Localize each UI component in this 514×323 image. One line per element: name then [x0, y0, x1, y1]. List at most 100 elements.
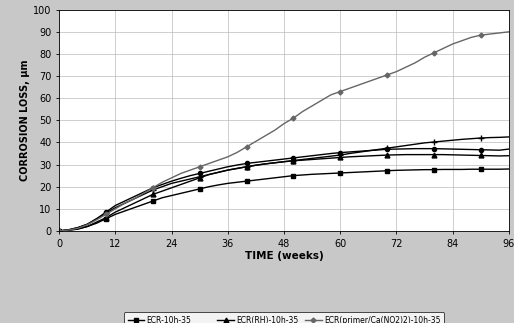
- ECR(HY)-10h-35: [65, 228, 71, 232]
- ECR(RH)-10h-35: [318, 157, 324, 161]
- ECR(primer/Ca(NO2)2)-10h-35: [253, 140, 259, 143]
- ECR(RH)-10h-35: [328, 156, 334, 160]
- ECR(primer/Ca(NO2)2)-10h-35: [384, 73, 390, 77]
- ECR(primer/Ca(NO2)2)-10h-35: [94, 218, 100, 222]
- ECR(DCI)-10h-35: [112, 206, 118, 210]
- ECR(HY)-10h-35: [103, 210, 109, 214]
- ECR-10h-35: [84, 224, 90, 228]
- ECR-10h-35: [412, 168, 418, 172]
- ECR(HY)-10h-35: [159, 182, 166, 186]
- X-axis label: TIME (weeks): TIME (weeks): [245, 251, 323, 261]
- Legend: ECR-10h-35, ECR(DCI)-10h-35, ECR(RH)-10h-35, ECR(HY)-10h-35, ECR(primer/Ca(NO2)2: ECR-10h-35, ECR(DCI)-10h-35, ECR(RH)-10h…: [124, 312, 444, 323]
- ECR(primer/Ca(NO2)2)-10h-35: [271, 128, 278, 132]
- ECR(RH)-10h-35: [271, 161, 278, 165]
- ECR-10h-35: [318, 172, 324, 176]
- ECR(HY)-10h-35: [206, 169, 212, 173]
- ECR-10h-35: [225, 182, 231, 185]
- ECR(primer/Ca(NO2)2)-10h-35: [356, 83, 362, 87]
- ECR(RH)-10h-35: [384, 153, 390, 157]
- ECR(DCI)-10h-35: [318, 155, 324, 159]
- ECR(RH)-10h-35: [281, 160, 287, 164]
- ECR(DCI)-10h-35: [375, 148, 381, 151]
- ECR(DCI)-10h-35: [65, 228, 71, 232]
- ECR(HY)-10h-35: [187, 174, 193, 178]
- ECR(primer/Ca(NO2)2)-10h-35: [262, 134, 268, 138]
- ECR(HY)-10h-35: [131, 195, 137, 199]
- ECR(DCI)-10h-35: [440, 139, 446, 143]
- ECR(HY)-10h-35: [356, 149, 362, 153]
- ECR(HY)-10h-35: [94, 217, 100, 221]
- ECR(RH)-10h-35: [244, 165, 250, 169]
- ECR(DCI)-10h-35: [309, 156, 315, 160]
- ECR-10h-35: [402, 168, 409, 172]
- ECR(HY)-10h-35: [431, 147, 437, 151]
- ECR(HY)-10h-35: [412, 147, 418, 151]
- ECR-10h-35: [56, 229, 62, 233]
- ECR(RH)-10h-35: [421, 153, 428, 157]
- ECR(RH)-10h-35: [262, 162, 268, 166]
- ECR(HY)-10h-35: [112, 203, 118, 207]
- ECR(DCI)-10h-35: [300, 158, 306, 162]
- ECR(DCI)-10h-35: [412, 142, 418, 146]
- ECR(DCI)-10h-35: [271, 161, 278, 165]
- ECR-10h-35: [384, 169, 390, 173]
- ECR(primer/Ca(NO2)2)-10h-35: [300, 109, 306, 113]
- ECR-10h-35: [196, 187, 203, 191]
- ECR-10h-35: [365, 170, 372, 173]
- ECR(primer/Ca(NO2)2)-10h-35: [402, 65, 409, 69]
- ECR-10h-35: [487, 167, 493, 171]
- ECR(DCI)-10h-35: [328, 154, 334, 158]
- ECR(primer/Ca(NO2)2)-10h-35: [159, 180, 166, 184]
- ECR(HY)-10h-35: [234, 163, 240, 167]
- ECR-10h-35: [459, 168, 465, 172]
- ECR(primer/Ca(NO2)2)-10h-35: [290, 116, 297, 120]
- ECR(HY)-10h-35: [122, 199, 128, 203]
- ECR-10h-35: [281, 175, 287, 179]
- ECR(HY)-10h-35: [393, 147, 399, 151]
- ECR(DCI)-10h-35: [234, 166, 240, 170]
- ECR-10h-35: [140, 203, 146, 206]
- Line: ECR(DCI)-10h-35: ECR(DCI)-10h-35: [56, 133, 512, 234]
- ECR(primer/Ca(NO2)2)-10h-35: [244, 145, 250, 149]
- ECR(primer/Ca(NO2)2)-10h-35: [225, 155, 231, 159]
- ECR-10h-35: [215, 183, 222, 187]
- ECR(DCI)-10h-35: [178, 179, 184, 183]
- ECR(primer/Ca(NO2)2)-10h-35: [309, 104, 315, 108]
- ECR-10h-35: [468, 167, 474, 171]
- ECR(HY)-10h-35: [337, 151, 343, 155]
- ECR(RH)-10h-35: [187, 179, 193, 183]
- ECR(RH)-10h-35: [487, 154, 493, 158]
- ECR(primer/Ca(NO2)2)-10h-35: [328, 93, 334, 97]
- ECR(HY)-10h-35: [75, 226, 81, 230]
- ECR(HY)-10h-35: [244, 162, 250, 165]
- ECR(HY)-10h-35: [478, 148, 484, 152]
- ECR(DCI)-10h-35: [56, 229, 62, 233]
- ECR(DCI)-10h-35: [196, 175, 203, 179]
- ECR(RH)-10h-35: [440, 153, 446, 157]
- ECR(primer/Ca(NO2)2)-10h-35: [506, 30, 512, 34]
- ECR(primer/Ca(NO2)2)-10h-35: [112, 207, 118, 211]
- ECR-10h-35: [356, 170, 362, 174]
- ECR(RH)-10h-35: [56, 229, 62, 233]
- ECR(HY)-10h-35: [178, 176, 184, 180]
- ECR(DCI)-10h-35: [421, 141, 428, 145]
- ECR(RH)-10h-35: [309, 158, 315, 162]
- ECR(HY)-10h-35: [290, 156, 297, 160]
- ECR(RH)-10h-35: [375, 153, 381, 157]
- ECR(RH)-10h-35: [84, 224, 90, 228]
- ECR-10h-35: [94, 221, 100, 225]
- ECR(DCI)-10h-35: [122, 201, 128, 205]
- ECR(RH)-10h-35: [159, 189, 166, 193]
- ECR-10h-35: [103, 217, 109, 221]
- ECR(DCI)-10h-35: [215, 170, 222, 174]
- ECR(HY)-10h-35: [365, 149, 372, 152]
- Line: ECR(primer/Ca(NO2)2)-10h-35: ECR(primer/Ca(NO2)2)-10h-35: [58, 30, 510, 233]
- ECR(primer/Ca(NO2)2)-10h-35: [196, 165, 203, 169]
- ECR(primer/Ca(NO2)2)-10h-35: [365, 80, 372, 84]
- ECR(RH)-10h-35: [112, 210, 118, 214]
- ECR-10h-35: [450, 168, 456, 172]
- ECR(primer/Ca(NO2)2)-10h-35: [346, 86, 353, 90]
- ECR(RH)-10h-35: [393, 153, 399, 157]
- ECR(HY)-10h-35: [506, 147, 512, 151]
- ECR(DCI)-10h-35: [506, 135, 512, 139]
